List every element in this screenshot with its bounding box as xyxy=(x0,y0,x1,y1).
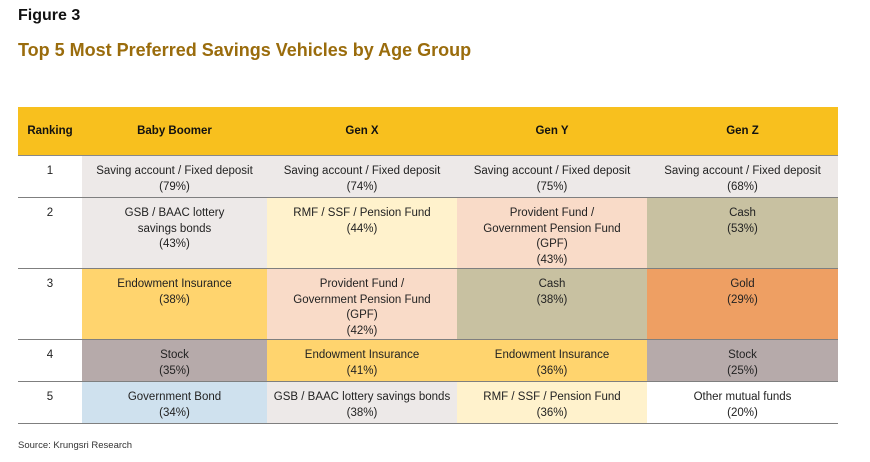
vehicle-name: Gold xyxy=(730,278,755,290)
vehicle-percent: (41%) xyxy=(346,364,378,377)
vehicle-name: RMF / SSF / Pension Fund xyxy=(483,391,621,403)
vehicle-percent: (36%) xyxy=(536,406,568,419)
vehicle-percent: (29%) xyxy=(727,293,758,306)
vehicle-percent: (42%) xyxy=(346,324,378,337)
table-cell: Cash (38%) xyxy=(457,268,647,340)
vehicle-name: Cash xyxy=(729,207,756,219)
vehicle-percent: (38%) xyxy=(346,406,378,419)
rank-cell: 1 xyxy=(18,155,82,198)
vehicle-percent: (38%) xyxy=(536,293,568,306)
vehicle-name: Endowment Insurance xyxy=(117,278,232,290)
column-header-gen-z: Gen Z xyxy=(647,107,838,156)
table-cell: RMF / SSF / Pension Fund (36%) xyxy=(457,381,647,424)
savings-ranking-table: Ranking Baby Boomer Gen X Gen Y Gen Z 1 … xyxy=(18,107,838,424)
table-cell: Provident Fund / Government Pension Fund… xyxy=(267,268,457,340)
vehicle-name: GSB / BAAC lottery savings bonds xyxy=(124,207,225,235)
vehicle-percent: (44%) xyxy=(346,222,378,235)
vehicle-name: Saving account / Fixed deposit xyxy=(283,165,441,177)
vehicle-percent: (36%) xyxy=(536,364,568,377)
page-title: Top 5 Most Preferred Savings Vehicles by… xyxy=(18,40,472,60)
table-cell: Stock (35%) xyxy=(82,339,267,382)
table-cell: Endowment Insurance (41%) xyxy=(267,339,457,382)
table-cell: Saving account / Fixed deposit (68%) xyxy=(647,155,838,198)
table-row: 1 Saving account / Fixed deposit (79%) Sa… xyxy=(18,155,838,198)
table-row: 3 Endowment Insurance (38%) Provident Fun… xyxy=(18,268,838,340)
vehicle-percent: (53%) xyxy=(727,222,758,235)
table-cell: Gold (29%) xyxy=(647,268,838,340)
table-row: 4 Stock (35%) Endowment Insurance (41%) En… xyxy=(18,339,838,382)
vehicle-percent: (75%) xyxy=(536,180,568,193)
table-cell: Saving account / Fixed deposit (75%) xyxy=(457,155,647,198)
vehicle-percent: (74%) xyxy=(346,180,378,193)
table-cell: Government Bond (34%) xyxy=(82,381,267,424)
rank-cell: 5 xyxy=(18,381,82,424)
vehicle-percent: (43%) xyxy=(159,238,190,250)
rank-cell: 4 xyxy=(18,339,82,382)
vehicle-percent: (35%) xyxy=(159,364,190,377)
source-note: Source: Krungsri Research xyxy=(18,440,133,451)
table-row: 5 Government Bond (34%) GSB / BAAC lotter… xyxy=(18,381,838,424)
vehicle-name: Saving account / Fixed deposit xyxy=(664,165,821,177)
vehicle-name: Stock xyxy=(728,349,757,361)
vehicle-name: Provident Fund / Government Pension Fund… xyxy=(483,207,621,250)
vehicle-name: Endowment Insurance xyxy=(304,349,420,361)
table-cell: GSB / BAAC lottery savings bonds (43%) xyxy=(82,197,267,269)
table-cell: RMF / SSF / Pension Fund (44%) xyxy=(267,197,457,269)
column-header-ranking: Ranking xyxy=(18,107,82,156)
table-cell: Cash (53%) xyxy=(647,197,838,269)
vehicle-name: Stock xyxy=(160,349,189,361)
vehicle-name: Government Bond xyxy=(127,391,222,403)
vehicle-name: GSB / BAAC lottery savings bonds xyxy=(273,391,451,403)
table-cell: Other mutual funds (20%) xyxy=(647,381,838,424)
table-header-row: Ranking Baby Boomer Gen X Gen Y Gen Z xyxy=(18,107,838,156)
rank-cell: 3 xyxy=(18,268,82,340)
column-header-baby-boomer: Baby Boomer xyxy=(82,107,267,156)
table-row: 2 GSB / BAAC lottery savings bonds (43%) … xyxy=(18,197,838,269)
vehicle-percent: (68%) xyxy=(727,180,758,193)
vehicle-percent: (34%) xyxy=(159,406,190,419)
table-cell: Saving account / Fixed deposit (79%) xyxy=(82,155,267,198)
rank-cell: 2 xyxy=(18,197,82,269)
table-cell: Endowment Insurance (38%) xyxy=(82,268,267,340)
table-cell: Endowment Insurance (36%) xyxy=(457,339,647,382)
vehicle-name: Endowment Insurance xyxy=(494,349,610,361)
table-cell: GSB / BAAC lottery savings bonds (38%) xyxy=(267,381,457,424)
table-cell: Saving account / Fixed deposit (74%) xyxy=(267,155,457,198)
vehicle-percent: (20%) xyxy=(727,406,758,419)
vehicle-name: Cash xyxy=(538,278,566,290)
table-cell: Provident Fund / Government Pension Fund… xyxy=(457,197,647,269)
vehicle-percent: (38%) xyxy=(159,293,190,306)
vehicle-percent: (43%) xyxy=(536,253,568,266)
column-header-gen-y: Gen Y xyxy=(457,107,647,156)
vehicle-name: RMF / SSF / Pension Fund xyxy=(293,207,431,219)
vehicle-name: Saving account / Fixed deposit xyxy=(473,165,631,177)
vehicle-name: Saving account / Fixed deposit xyxy=(96,165,253,177)
vehicle-name: Provident Fund / Government Pension Fund… xyxy=(293,278,431,321)
vehicle-percent: (79%) xyxy=(159,180,190,193)
figure-label: Figure 3 xyxy=(18,7,81,24)
vehicle-name: Other mutual funds xyxy=(693,391,792,403)
column-header-gen-x: Gen X xyxy=(267,107,457,156)
vehicle-percent: (25%) xyxy=(727,364,758,377)
table-cell: Stock (25%) xyxy=(647,339,838,382)
